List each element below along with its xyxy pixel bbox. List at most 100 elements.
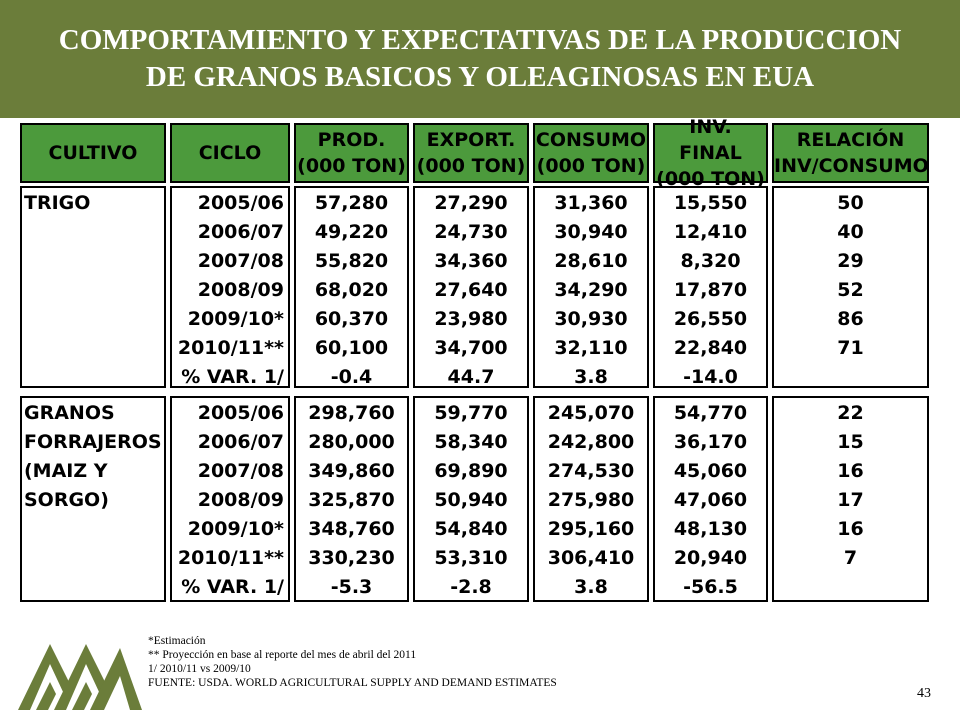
footnote-fuente: FUENTE: USDA. WORLD AGRICULTURAL SUPPLY … [148, 677, 557, 689]
table-cell: 349,860 [308, 460, 395, 482]
table-cell: 275,980 [547, 489, 635, 511]
group-2-relacion-column: 22 15 16 17 16 7 [772, 396, 929, 602]
header-cultivo-l1: CULTIVO [48, 142, 138, 164]
header-ciclo-l1: CICLO [198, 142, 262, 164]
table-cell: 17,870 [673, 279, 748, 301]
table-cell: 55,820 [314, 250, 389, 272]
table-cell: 29 [837, 250, 864, 272]
table-cell: 34,700 [434, 337, 508, 359]
table-cell: 32,110 [554, 337, 628, 359]
header-export-l2: (000 TON) [416, 155, 526, 177]
header-export-l1: EXPORT. [426, 129, 516, 151]
footnote-proyeccion: ** Proyección en base al reporte del mes… [148, 649, 417, 661]
table-cell: 24,730 [434, 221, 508, 243]
table-cell: 47,060 [673, 489, 748, 511]
table-cell: % VAR. 1/ [181, 366, 284, 388]
table-cell: 306,410 [547, 547, 635, 569]
footnote-estimacion: *Estimación [148, 635, 206, 647]
crop-label: GRANOS [24, 402, 115, 424]
group-1-consumo-column: 31,360 30,940 28,610 34,290 30,930 32,110 3.8 [533, 186, 649, 388]
table-cell: 68,020 [314, 279, 389, 301]
group-1-prod-column: 57,280 49,220 55,820 68,020 60,370 60,100 -0.4 [294, 186, 409, 388]
table-cell: -5.3 [330, 576, 373, 598]
table-cell: 54,840 [434, 518, 508, 540]
table-cell: -14.0 [683, 366, 738, 388]
table-cell: 86 [837, 308, 864, 330]
table-cell: 17 [837, 489, 864, 511]
table-cell: 2006/07 [197, 431, 284, 453]
crop-label: SORGO) [24, 489, 109, 511]
header-consumo-l1: CONSUMO [535, 129, 647, 151]
group-1-ciclo-column: 2005/06 2006/07 2007/08 2008/09 2009/10* 2010… [170, 186, 290, 388]
group-2-export-column: 59,770 58,340 69,890 50,940 54,840 53,310 -2.8 [413, 396, 529, 602]
table-cell: 16 [837, 460, 864, 482]
crop-label: (MAIZ Y [24, 460, 108, 482]
table-cell: 8,320 [680, 250, 741, 272]
header-inv-final-l1: INV. FINAL [679, 116, 742, 164]
table-cell: 23,980 [434, 308, 508, 330]
table-cell: 50 [837, 192, 864, 214]
table-cell: 30,940 [554, 221, 628, 243]
table-cell: 325,870 [308, 489, 395, 511]
footnotes: *Estimación ** Proyección en base al rep… [148, 634, 557, 690]
table-cell: -2.8 [450, 576, 492, 598]
table-cell: 16 [837, 518, 864, 540]
table-cell: 26,550 [673, 308, 748, 330]
table-cell: 20,940 [673, 547, 748, 569]
table-cell: 2010/11** [177, 547, 284, 569]
table-cell: 2009/10* [187, 518, 284, 540]
group-2-prod-column: 298,760 280,000 349,860 325,870 348,760 330,2… [294, 396, 409, 602]
group-1-crop-column: TRIGO [20, 186, 166, 388]
table-cell: 2005/06 [197, 192, 284, 214]
header-inv-final: INV. FINAL (000 TON) [653, 116, 768, 190]
table-cell: 2006/07 [197, 221, 284, 243]
group-2-crop-column: GRANOS FORRAJEROS (MAIZ Y SORGO) [20, 396, 166, 602]
group-1-inv-final-column: 15,550 12,410 8,320 17,870 26,550 22,840 -14.0 [653, 186, 768, 388]
table-cell: 49,220 [314, 221, 389, 243]
page-number: 43 [917, 686, 931, 701]
table-cell: 242,800 [547, 431, 635, 453]
table-cell: 28,610 [554, 250, 628, 272]
title-band: COMPORTAMIENTO Y EXPECTATIVAS DE LA PROD… [0, 0, 960, 118]
header-relacion-l1: RELACIÓN [796, 129, 905, 151]
header-inv-final-l2: (000 TON) [656, 168, 765, 190]
table-cell: 15,550 [673, 192, 748, 214]
table-cell: 50,940 [434, 489, 508, 511]
table-cell: 12,410 [673, 221, 748, 243]
group-2-inv-final-column: 54,770 36,170 45,060 47,060 48,130 20,940 -56.… [653, 396, 768, 602]
table-cell: 27,290 [434, 192, 508, 214]
table-cell: 27,640 [434, 279, 508, 301]
header-export: EXPORT. (000 TON) [413, 123, 529, 183]
table-cell: 69,890 [434, 460, 508, 482]
table-cell: 48,130 [673, 518, 748, 540]
table-cell: 7 [843, 547, 858, 569]
table-cell: 71 [837, 337, 864, 359]
header-consumo-l2: (000 TON) [536, 155, 646, 177]
table-cell: 54,770 [673, 402, 748, 424]
table-cell: 60,100 [314, 337, 389, 359]
table-cell: 31,360 [554, 192, 628, 214]
company-logo [18, 644, 142, 710]
table-cell: 44.7 [447, 366, 495, 388]
table-cell: 2007/08 [197, 250, 284, 272]
table-cell: 22 [837, 402, 864, 424]
header-prod: PROD. (000 TON) [294, 123, 409, 183]
table-cell: 348,760 [308, 518, 395, 540]
crop-label: FORRAJEROS [24, 431, 162, 453]
header-prod-l2: (000 TON) [297, 155, 406, 177]
table-cell: 30,930 [554, 308, 628, 330]
table-cell: 3.8 [574, 366, 608, 388]
table-cell: 3.8 [574, 576, 608, 598]
table-cell: 2007/08 [197, 460, 284, 482]
table-cell: 34,360 [434, 250, 508, 272]
header-cultivo: CULTIVO [20, 123, 166, 183]
table-cell: -56.5 [683, 576, 738, 598]
title-line-1: COMPORTAMIENTO Y EXPECTATIVAS DE LA PROD… [58, 24, 902, 56]
header-consumo: CONSUMO (000 TON) [533, 123, 649, 183]
table-cell: % VAR. 1/ [181, 576, 284, 598]
table-cell: 59,770 [434, 402, 508, 424]
group-2-consumo-column: 245,070 242,800 274,530 275,980 295,160 306,4… [533, 396, 649, 602]
table-cell: 2009/10* [187, 308, 284, 330]
header-relacion: RELACIÓN INV/CONSUMO [772, 123, 929, 183]
table-cell: 53,310 [434, 547, 508, 569]
